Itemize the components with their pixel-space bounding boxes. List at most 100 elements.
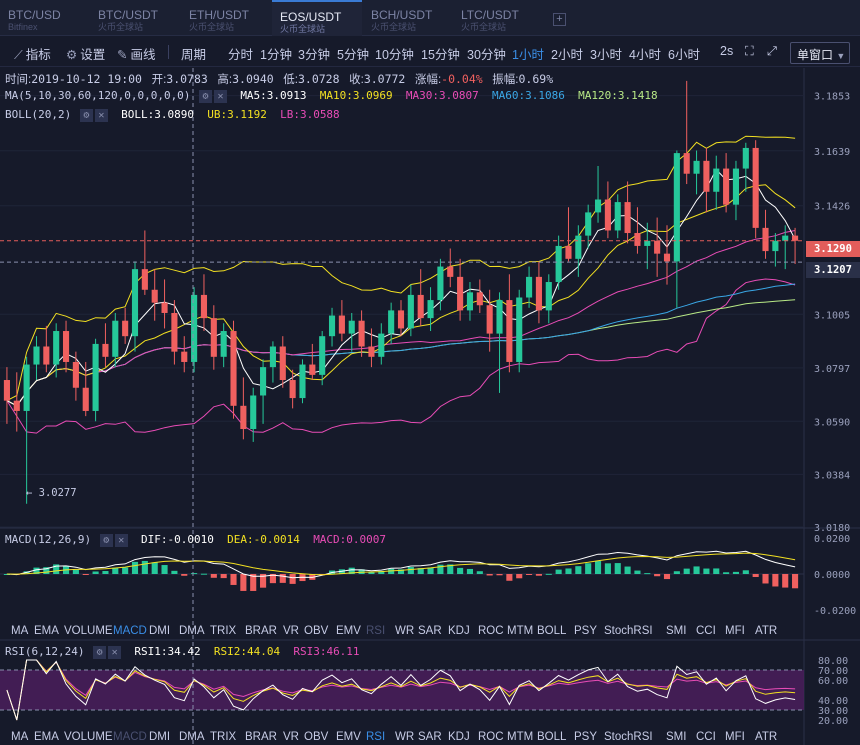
ind-tab-mfi[interactable]: MFI: [725, 625, 745, 637]
ind-tab-mtm[interactable]: MTM: [507, 731, 534, 743]
close-icon[interactable]: ✕: [214, 89, 228, 103]
settings-icon[interactable]: ⚙: [79, 108, 93, 122]
ind-tab-vr[interactable]: VR: [283, 625, 299, 637]
candle-body: [240, 405, 247, 430]
ind-tab-ma[interactable]: MA: [11, 731, 29, 743]
settings-button[interactable]: ⚙ 设置: [66, 44, 105, 63]
candle-body: [644, 240, 651, 246]
tab-bch-usdt[interactable]: BCH/USDT 火币全球站: [363, 0, 453, 36]
interval-7[interactable]: 30分钟: [467, 48, 506, 62]
ind-tab-volume[interactable]: VOLUME: [64, 625, 113, 637]
candle-body: [43, 346, 50, 365]
candle-body: [407, 294, 414, 329]
settings-icon[interactable]: ⚙: [93, 645, 107, 659]
ind-tab-atr[interactable]: ATR: [755, 625, 778, 637]
ind-tab-cci[interactable]: CCI: [696, 731, 716, 743]
price-tick-label: 3.1426: [814, 202, 850, 213]
indicator-button[interactable]: ⟋ 指标: [14, 44, 51, 63]
ind-tab-volume[interactable]: VOLUME: [64, 731, 113, 743]
ind-tab-macd[interactable]: MACD: [113, 625, 147, 637]
candle-down: [43, 325, 50, 373]
close-icon[interactable]: ✕: [114, 533, 128, 547]
rsi2-line: [6, 659, 796, 721]
ind-tab-rsi[interactable]: RSI: [366, 625, 386, 637]
ind-tab-wr[interactable]: WR: [395, 731, 415, 743]
refresh-rate[interactable]: 2s: [720, 44, 734, 58]
ind-tab-smi[interactable]: SMI: [666, 731, 687, 743]
ind-tab-psy[interactable]: PSY: [574, 731, 598, 743]
tab-pair: LTC/USDT: [461, 8, 519, 22]
interval-5[interactable]: 10分钟: [375, 48, 414, 62]
ind-tab-dma[interactable]: DMA: [179, 731, 205, 743]
ind-tab-ema[interactable]: EMA: [34, 731, 59, 743]
ind-tab-mfi[interactable]: MFI: [725, 731, 745, 743]
ind-tab-brar[interactable]: BRAR: [245, 731, 277, 743]
candle-down: [72, 351, 79, 401]
expand-icon[interactable]: ⤢: [767, 44, 778, 58]
interval-4[interactable]: 5分钟: [337, 48, 369, 62]
ind-tab-cci[interactable]: CCI: [696, 625, 716, 637]
fullscreen-icon[interactable]: ⛶: [745, 44, 754, 58]
candle-up: [112, 312, 119, 368]
ind-tab-sar[interactable]: SAR: [418, 625, 442, 637]
macd-bar: [772, 574, 779, 587]
interval-2[interactable]: 1分钟: [260, 48, 292, 62]
ind-tab-ma[interactable]: MA: [11, 625, 29, 637]
interval-11[interactable]: 4小时: [629, 48, 661, 62]
candle-body: [358, 320, 365, 347]
settings-icon[interactable]: ⚙: [199, 89, 213, 103]
close-icon[interactable]: ✕: [108, 645, 122, 659]
candle-up: [427, 287, 434, 332]
ind-tab-obv[interactable]: OBV: [304, 625, 329, 637]
tab-ltc-usdt[interactable]: LTC/USDT 火币全球站: [453, 0, 543, 36]
settings-icon[interactable]: ⚙: [99, 533, 113, 547]
ind-tab-boll[interactable]: BOLL: [537, 731, 567, 743]
ind-tab-obv[interactable]: OBV: [304, 731, 329, 743]
window-mode-select[interactable]: 单窗口 ▼: [790, 42, 850, 64]
interval-12[interactable]: 6小时: [668, 48, 700, 62]
ind-tab-macd[interactable]: MACD: [113, 731, 147, 743]
ind-tab-roc[interactable]: ROC: [478, 625, 504, 637]
ind-tab-psy[interactable]: PSY: [574, 625, 598, 637]
ind-tab-roc[interactable]: ROC: [478, 731, 504, 743]
interval-8-active[interactable]: 1小时: [512, 48, 544, 62]
candle-body: [427, 300, 434, 319]
ind-tab-trix[interactable]: TRIX: [210, 625, 237, 637]
ind-tab-emv[interactable]: EMV: [336, 731, 361, 743]
ind-tab-wr[interactable]: WR: [395, 625, 415, 637]
interval-1[interactable]: 分时: [228, 48, 254, 62]
tab-btc-usd[interactable]: BTC/USD Bitfinex: [0, 0, 90, 36]
ind-tab-emv[interactable]: EMV: [336, 625, 361, 637]
ind-tab-rsi[interactable]: RSI: [366, 731, 386, 743]
draw-button[interactable]: ✎ 画线: [117, 44, 156, 63]
tab-eos-usdt[interactable]: EOS/USDT 火币全球站: [272, 0, 362, 36]
ind-tab-kdj[interactable]: KDJ: [448, 625, 470, 637]
interval-9[interactable]: 2小时: [551, 48, 583, 62]
tab-btc-usdt[interactable]: BTC/USDT 火币全球站: [90, 0, 180, 36]
ind-tab-trix[interactable]: TRIX: [210, 731, 237, 743]
ind-tab-dma[interactable]: DMA: [179, 625, 205, 637]
ind-tab-brar[interactable]: BRAR: [245, 625, 277, 637]
candle-up: [594, 165, 602, 223]
tab-eth-usdt[interactable]: ETH/USDT 火币全球站: [181, 0, 271, 36]
ind-tab-stochrsi[interactable]: StochRSI: [604, 625, 653, 637]
close-icon[interactable]: ✕: [94, 108, 108, 122]
ind-tab-atr[interactable]: ATR: [755, 731, 778, 743]
ind-tab-stochrsi[interactable]: StochRSI: [604, 731, 653, 743]
ind-tab-boll[interactable]: BOLL: [537, 625, 567, 637]
ind-tab-dmi[interactable]: DMI: [149, 625, 171, 637]
ind-tab-kdj[interactable]: KDJ: [448, 731, 470, 743]
interval-10[interactable]: 3小时: [590, 48, 622, 62]
interval-3[interactable]: 3分钟: [298, 48, 330, 62]
ind-tab-sar[interactable]: SAR: [418, 731, 442, 743]
candle-body: [348, 320, 355, 334]
interval-6[interactable]: 15分钟: [421, 48, 460, 62]
ind-tab-mtm[interactable]: MTM: [507, 625, 534, 637]
candle-body: [309, 364, 316, 375]
add-tab-button[interactable]: +: [553, 13, 566, 26]
ind-tab-vr[interactable]: VR: [283, 731, 299, 743]
ind-tab-ema[interactable]: EMA: [34, 625, 59, 637]
ind-tab-dmi[interactable]: DMI: [149, 731, 171, 743]
ind-tab-smi[interactable]: SMI: [666, 625, 687, 637]
